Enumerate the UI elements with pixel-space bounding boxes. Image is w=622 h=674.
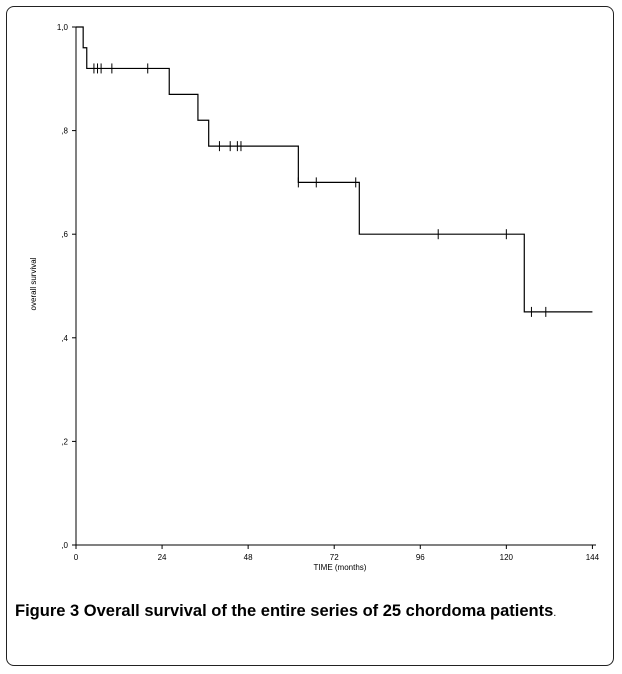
x-tick-label: 144 [586,553,600,562]
y-tick-label: 1,0 [57,23,69,32]
x-axis-title: TIME (months) [314,563,367,572]
y-axis-ticks: ,0 ,2 ,4 ,6 ,8 1,0 [57,23,76,550]
x-axis-ticks: 0 24 48 72 96 120 144 [74,545,600,562]
chart-axes [75,27,596,546]
y-tick-label: ,0 [61,541,68,550]
figure-label: Figure 3 [15,602,80,620]
y-tick-label: ,6 [61,230,68,239]
censor-marks [93,63,547,317]
survival-step-line [76,26,593,313]
y-tick-label: ,2 [61,437,68,446]
x-tick-label: 0 [74,553,79,562]
survival-chart: ,0 ,2 ,4 ,6 ,8 1,0 0 24 48 72 96 120 144 TIME (mont… [29,23,600,572]
x-tick-label: 48 [244,553,253,562]
figure-caption-text: Overall survival of the entire series of… [83,602,554,620]
x-tick-label: 96 [416,553,425,562]
figure-caption: Figure 3 Overall survival of the entire … [15,600,605,624]
x-tick-label: 72 [330,553,339,562]
y-tick-label: ,8 [61,127,68,136]
y-tick-label: ,4 [61,334,68,343]
figure-frame [6,6,614,666]
caption-period: . [553,607,557,619]
y-axis-title: overall survival [29,257,38,310]
x-tick-label: 120 [500,553,514,562]
survival-series [76,26,593,313]
x-tick-label: 24 [158,553,167,562]
